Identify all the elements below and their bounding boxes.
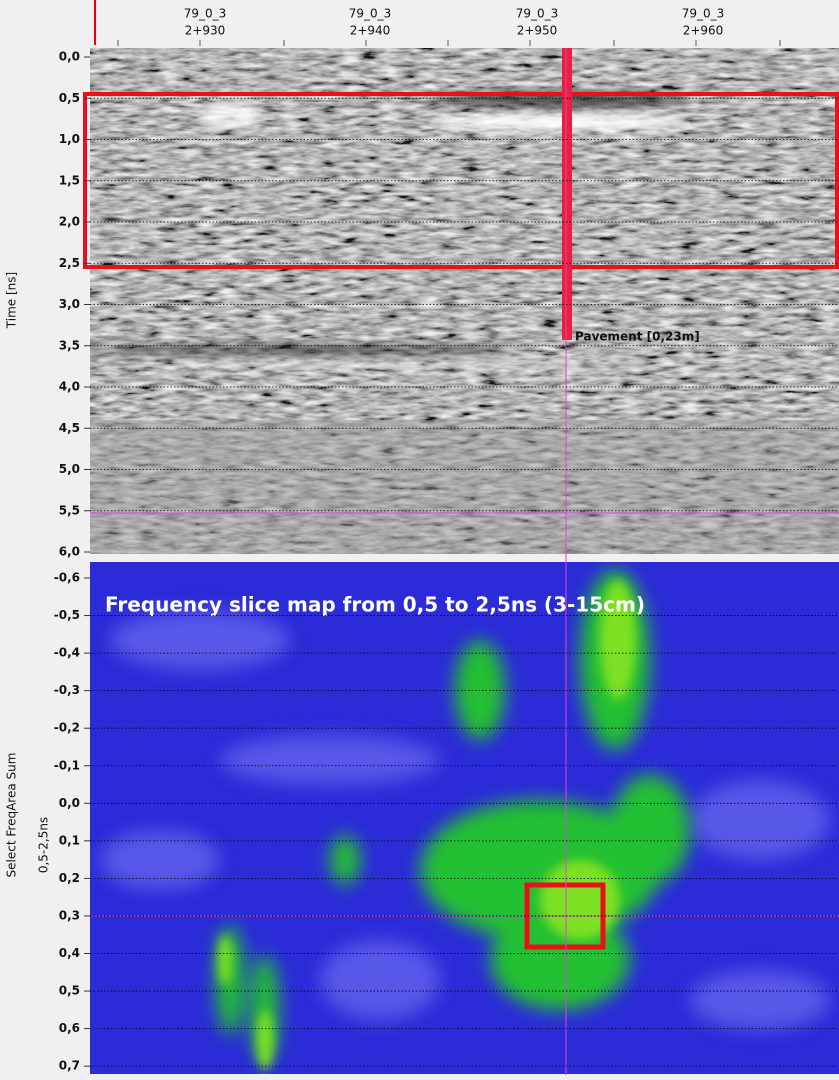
y-tick-label: 2,5 (59, 256, 80, 270)
y-tick-label: 5,5 (59, 503, 80, 517)
layer-annotation: Pavement [0,23m] (575, 330, 700, 344)
slice-map (90, 562, 839, 1074)
y-tick-label: 4,5 (59, 421, 80, 435)
y-tick-label: 3,0 (59, 297, 80, 311)
y-tick-label: 1,5 (59, 173, 80, 187)
y-tick-label: -0,5 (54, 608, 80, 622)
y-tick-label: 0,7 (59, 1059, 80, 1073)
station-chainage: 2+940 (350, 24, 391, 38)
map-title: Frequency slice map from 0,5 to 2,5ns (3… (105, 593, 645, 617)
y-tick-label: 0,1 (59, 833, 80, 847)
station-line: 79_0_3 (682, 7, 725, 21)
selection-box (524, 882, 606, 950)
y-tick-label: 0,5 (59, 91, 80, 105)
header-bg (0, 0, 839, 46)
y-tick-label: 6,0 (59, 545, 80, 559)
y-tick-label: 0,0 (59, 796, 80, 810)
y-tick-label: 3,5 (59, 338, 80, 352)
radargram (90, 48, 839, 554)
y-axis-label: Select FreqArea Sum (5, 753, 19, 878)
station-chainage: 2+950 (517, 24, 558, 38)
y-tick-label: 0,2 (59, 871, 80, 885)
station-chainage: 2+930 (185, 24, 226, 38)
y-axis-label: Time [ns] (5, 272, 19, 329)
y-tick-label: 2,0 (59, 215, 80, 229)
y-tick-label: -0,6 (54, 571, 80, 585)
station-chainage: 2+960 (683, 24, 724, 38)
station-line: 79_0_3 (349, 7, 392, 21)
y-tick-label: 5,0 (59, 462, 80, 476)
station-line: 79_0_3 (516, 7, 559, 21)
y-tick-label: -0,2 (54, 721, 80, 735)
header-ticks (117, 40, 781, 46)
y-tick-label: -0,3 (54, 683, 80, 697)
y-tick-label: 0,4 (59, 946, 80, 960)
y-tick-label: -0,1 (54, 758, 80, 772)
y-tick-label: -0,4 (54, 646, 80, 660)
layer-marker (562, 48, 572, 340)
y-tick-label: 0,5 (59, 984, 80, 998)
y-tick-label: 0,3 (59, 908, 80, 922)
y-tick-label: 0,6 (59, 1021, 80, 1035)
y-axis-sublabel: 0,5-2,5ns (37, 817, 51, 873)
y-tick-label: 1,0 (59, 132, 80, 146)
y-tick-label: 4,0 (59, 380, 80, 394)
station-line: 79_0_3 (184, 7, 227, 21)
y-tick-label: 0,0 (59, 50, 80, 64)
